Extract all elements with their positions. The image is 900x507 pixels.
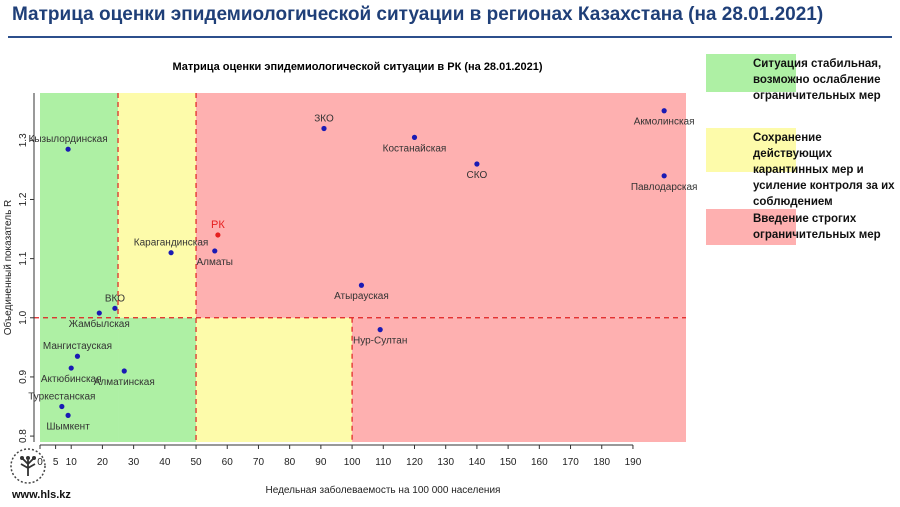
data-point: [661, 108, 667, 114]
legend-text: Введение строгих ограничительных мер: [753, 211, 881, 243]
green-zone: [40, 93, 119, 442]
title-underline: [8, 36, 892, 38]
point-label: Нур-Султан: [353, 336, 407, 347]
data-point: [121, 368, 127, 374]
data-point: [474, 161, 480, 167]
point-label: Алматинская: [94, 377, 155, 388]
page-title: Матрица оценки эпидемиологической ситуац…: [12, 4, 824, 25]
legend-text: Сохранение действующих карантинных мер и у…: [753, 130, 900, 210]
legend-swatch: [706, 209, 796, 245]
green-zone: [118, 317, 197, 442]
x-tick-label: 180: [593, 457, 610, 468]
data-point: [661, 173, 667, 179]
point-label: Туркестанская: [28, 392, 95, 403]
x-tick-label: 0: [37, 457, 43, 468]
legend-swatch: [706, 54, 796, 92]
point-label: Актюбинская: [41, 373, 102, 385]
legend-text-line: Сохранение действующих: [753, 132, 832, 160]
x-tick-label: 190: [625, 457, 642, 468]
point-label: СКО: [467, 170, 488, 181]
data-point: [65, 412, 71, 418]
x-tick-label: 60: [222, 457, 234, 468]
legend-text-line: соблюдением: [753, 196, 833, 208]
legend-text-line: Введение строгих: [753, 213, 857, 225]
data-point: [377, 327, 383, 333]
y-tick-label: 1.0: [18, 310, 29, 324]
data-point: [212, 248, 218, 254]
y-tick-label: 1.2: [18, 192, 29, 206]
x-tick-label: 10: [66, 457, 78, 468]
x-axis-label: Недельная заболеваемость на 100 000 насе…: [266, 484, 501, 496]
point-label: Алматы: [197, 257, 234, 268]
x-tick-label: 130: [437, 457, 454, 468]
yellow-zone: [118, 93, 197, 318]
point-label: Костанайская: [383, 143, 447, 154]
x-tick-label: 5: [53, 457, 59, 468]
y-tick-label: 1.3: [18, 133, 29, 147]
legend-swatch: [706, 128, 796, 172]
point-label: Павлодарская: [631, 182, 698, 193]
x-tick-label: 70: [253, 457, 265, 468]
x-tick-label: 50: [190, 457, 202, 468]
x-tick-label: 120: [406, 457, 423, 468]
y-tick-label: 0.8: [18, 429, 29, 443]
legend-text-line: возможно ослабление: [753, 74, 881, 86]
x-tick-label: 40: [159, 457, 171, 468]
data-point: [215, 232, 221, 238]
data-point: [112, 305, 118, 311]
yellow-zone: [196, 317, 353, 442]
legend-text-line: ограничительных мер: [753, 90, 881, 102]
point-label: Акмолинская: [634, 117, 695, 128]
chart-title: Матрица оценки эпидемиологической ситуац…: [172, 61, 543, 73]
data-point: [59, 403, 65, 410]
website-url[interactable]: www.hls.kz: [12, 489, 71, 501]
legend-text-line: усиление контроля за их: [753, 180, 895, 192]
data-point: [65, 146, 71, 152]
x-tick-label: 110: [375, 457, 391, 468]
legend-text-line: ограничительных мер: [753, 229, 881, 241]
point-label: Мангистауская: [43, 341, 112, 352]
x-tick-label: 170: [562, 457, 579, 468]
y-tick-label: 1.1: [18, 251, 29, 265]
data-point: [68, 365, 74, 371]
data-point: [411, 134, 418, 140]
x-tick-label: 140: [469, 457, 486, 468]
data-point: [321, 125, 327, 132]
legend-text: Ситуация стабильная, возможно ослабление о…: [753, 56, 881, 104]
point-label: ВКО: [105, 293, 125, 304]
x-tick-label: 20: [97, 457, 109, 468]
data-point: [74, 353, 81, 359]
point-label: Жамбылская: [69, 318, 130, 330]
point-label: Шымкент: [46, 421, 90, 432]
x-tick-label: 30: [128, 457, 140, 468]
data-point: [358, 282, 365, 288]
x-tick-label: 100: [344, 457, 361, 468]
point-label: Карагандинская: [134, 238, 209, 249]
point-label: РК: [211, 219, 225, 231]
legend-text-line: Ситуация стабильная,: [753, 58, 882, 70]
data-point: [168, 250, 174, 256]
x-tick-label: 150: [500, 457, 517, 468]
point-label: Атырауская: [334, 291, 389, 302]
data-point: [96, 310, 102, 316]
y-tick-label: 0.9: [18, 370, 29, 384]
x-tick-label: 90: [315, 457, 327, 468]
point-label: ЗКО: [314, 113, 334, 124]
x-tick-label: 80: [284, 457, 296, 468]
hls-logo-icon: [10, 448, 46, 484]
y-axis-label: Объединенный показатель R: [2, 200, 14, 336]
legend-text-line: карантинных мер и: [753, 164, 864, 176]
x-tick-label: 160: [531, 457, 548, 468]
red-zone: [196, 93, 687, 318]
red-zone: [352, 317, 686, 442]
point-label: Кызылординская: [29, 134, 108, 145]
